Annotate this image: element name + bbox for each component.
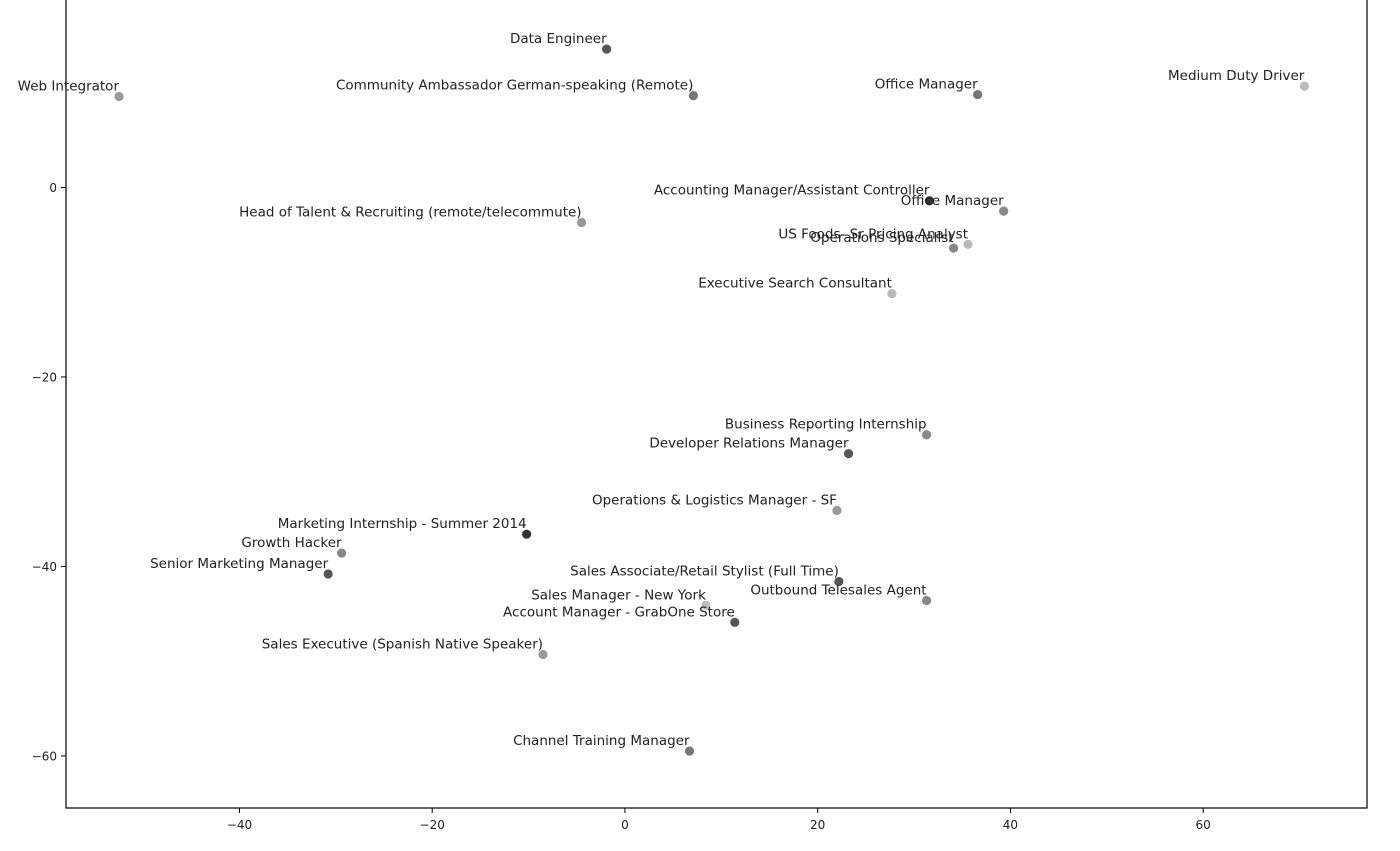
scatter-point bbox=[576, 217, 587, 228]
y-tick-label: −20 bbox=[32, 370, 57, 384]
point-label: US Foods- Sr Pricing Analyst bbox=[778, 226, 968, 242]
point-label: Executive Search Consultant bbox=[698, 276, 892, 292]
scatter-point bbox=[522, 529, 532, 539]
point-label: Sales Manager - New York bbox=[531, 587, 706, 603]
point-label: Outbound Telesales Agent bbox=[750, 583, 926, 599]
scatter-point bbox=[999, 206, 1009, 216]
point-label: Operations & Logistics Manager - SF bbox=[592, 493, 837, 509]
x-tick-label: 40 bbox=[1003, 818, 1018, 832]
y-tick-label: −60 bbox=[32, 749, 57, 763]
y-tick-label: −40 bbox=[32, 560, 57, 574]
point-label: Operations Specialist bbox=[810, 230, 953, 246]
point-label: Medium Duty Driver bbox=[1168, 68, 1305, 84]
x-tick-label: 60 bbox=[1196, 818, 1211, 832]
point-label: Data Engineer bbox=[510, 31, 607, 47]
scatter-point bbox=[114, 91, 124, 102]
scatter-point bbox=[1299, 81, 1309, 91]
scatter-point bbox=[701, 600, 711, 610]
scatter-point bbox=[688, 90, 698, 101]
x-tick-label: 20 bbox=[810, 818, 825, 832]
scatter-point bbox=[973, 90, 983, 100]
point-label: Senior Marketing Manager bbox=[150, 556, 328, 572]
y-tick-label: 0 bbox=[49, 181, 57, 195]
scatter-point bbox=[337, 548, 347, 558]
point-label: Web Integrator bbox=[18, 79, 120, 95]
scatter-point bbox=[948, 243, 959, 253]
point-label: Office Manager bbox=[901, 193, 1004, 209]
scatter-point bbox=[832, 505, 842, 516]
point-label: Marketing Internship - Summer 2014 bbox=[278, 516, 527, 532]
scatter-point bbox=[921, 430, 932, 440]
point-label: Business Reporting Internship bbox=[725, 417, 927, 433]
scatter-point bbox=[921, 595, 932, 606]
scatter-point bbox=[924, 196, 935, 206]
point-label: Office Manager bbox=[875, 77, 978, 93]
point-label: Growth Hacker bbox=[241, 535, 342, 551]
point-label: Developer Relations Manager bbox=[649, 436, 849, 452]
scatter-point bbox=[963, 239, 973, 249]
point-label: Community Ambassador German-speaking (Re… bbox=[336, 78, 693, 94]
x-tick-label: −20 bbox=[420, 818, 445, 832]
point-label: Account Manager - GrabOne Store bbox=[503, 604, 735, 620]
point-label: Sales Executive (Spanish Native Speaker) bbox=[262, 637, 543, 653]
point-label: Accounting Manager/Assistant Controller bbox=[654, 183, 930, 199]
plot-frame bbox=[65, 0, 1368, 809]
y-axis: −60 −40 −20 0 bbox=[32, 181, 66, 763]
point-label: Channel Training Manager bbox=[513, 733, 690, 749]
scatter-point bbox=[843, 449, 854, 459]
x-tick-label: −40 bbox=[227, 818, 252, 832]
point-labels-layer: Data Engineer Web Integrator Community Amb… bbox=[18, 31, 1305, 749]
scatter-point bbox=[602, 44, 612, 54]
x-axis: −40 −20 0 20 40 60 bbox=[227, 808, 1211, 832]
scatter-point bbox=[323, 569, 333, 579]
x-tick-label: 0 bbox=[621, 818, 629, 832]
point-label: Sales Associate/Retail Stylist (Full Tim… bbox=[570, 564, 839, 580]
scatter-point bbox=[730, 617, 740, 627]
points-layer bbox=[114, 44, 1309, 756]
scatter-point bbox=[538, 649, 548, 660]
scatter-point bbox=[684, 746, 695, 756]
scatter-point bbox=[834, 576, 844, 587]
scatter-point bbox=[887, 288, 897, 299]
point-label: Head of Talent & Recruiting (remote/tele… bbox=[239, 205, 581, 221]
